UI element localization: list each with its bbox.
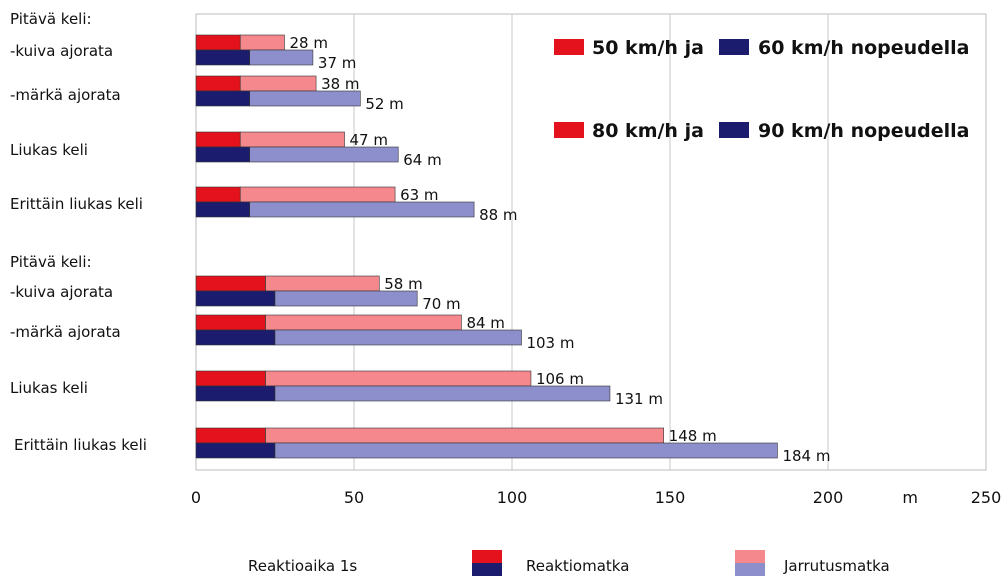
x-unit-label: m <box>902 488 918 507</box>
bar-value-label: 52 m <box>365 95 403 113</box>
bar-value-label: 103 m <box>526 334 574 352</box>
legend-swatch-speed-low <box>554 39 584 55</box>
bar-value-label: 64 m <box>403 151 441 169</box>
x-tick-label: 200 <box>813 488 844 507</box>
bar-value-label: 106 m <box>536 370 584 388</box>
legend-braking: Jarrutusmatka <box>783 557 890 575</box>
legend-reaction: Reaktiomatka <box>526 557 629 575</box>
legend-speed-high: 90 km/h nopeudella <box>758 120 970 142</box>
bar-reaction <box>195 201 251 218</box>
category-label: Liukas keli <box>10 141 88 159</box>
legend-swatch-speed-high <box>719 122 749 138</box>
category-label: -märkä ajorata <box>10 86 121 104</box>
bar-value-label: 37 m <box>318 54 356 72</box>
legend-speed-low: 80 km/h ja <box>592 120 704 142</box>
bar-braking <box>239 75 317 92</box>
bar-value-label: 88 m <box>479 206 517 224</box>
bar-braking <box>265 370 532 387</box>
category-label: Erittäin liukas keli <box>14 436 147 454</box>
bar-reaction <box>195 186 241 203</box>
bar-braking <box>239 186 396 203</box>
bar-reaction <box>195 385 276 402</box>
category-label: Pitävä keli: <box>10 10 92 28</box>
bar-value-label: 131 m <box>615 390 663 408</box>
legend-speed-high: 60 km/h nopeudella <box>758 37 970 59</box>
category-label: Erittäin liukas keli <box>10 195 143 213</box>
bar-braking <box>274 442 778 459</box>
bar-value-label: 58 m <box>384 275 422 293</box>
category-label: -märkä ajorata <box>10 323 121 341</box>
category-label: Liukas keli <box>10 379 88 397</box>
legend-reaction-time-note: Reaktioaika 1s <box>248 557 357 575</box>
legend-speed-low: 50 km/h ja <box>592 37 704 59</box>
bar-braking <box>249 49 314 66</box>
bar-value-label: 70 m <box>422 295 460 313</box>
bar-reaction <box>195 90 251 107</box>
x-tick-label: 50 <box>344 488 364 507</box>
x-tick-label: 0 <box>191 488 201 507</box>
bar-reaction <box>195 427 266 444</box>
labels-layer: 0 50 100 150 200 250 m 28 m 37 m Pitävä keli: -kui… <box>10 10 1001 507</box>
bar-value-label: 84 m <box>466 314 504 332</box>
bar-value-label: 63 m <box>400 186 438 204</box>
bar-reaction <box>195 290 276 307</box>
bar-reaction <box>195 146 251 163</box>
legend-swatch-braking-top <box>735 550 765 563</box>
plot-frame <box>195 13 987 471</box>
bar-braking <box>249 146 399 163</box>
x-tick-label: 250 <box>971 488 1002 507</box>
bar-braking <box>239 34 285 51</box>
bar-value-label: 184 m <box>782 447 830 465</box>
legend-swatch-reaction-top <box>472 550 502 563</box>
legend-layer: 50 km/h ja 60 km/h nopeudella 80 km/h ja 90… <box>248 37 970 576</box>
bar-braking <box>265 427 664 444</box>
legend-swatch-speed-low <box>554 122 584 138</box>
bar-braking <box>274 385 611 402</box>
bar-braking <box>265 275 380 292</box>
bar-braking <box>265 314 462 331</box>
bar-value-label: 38 m <box>321 75 359 93</box>
legend-swatch-speed-high <box>719 39 749 55</box>
x-tick-label: 100 <box>497 488 528 507</box>
bar-braking <box>274 290 418 307</box>
bar-reaction <box>195 34 241 51</box>
category-label: Pitävä keli: <box>10 253 92 271</box>
bar-reaction <box>195 329 276 346</box>
bar-value-label: 28 m <box>289 34 327 52</box>
bar-braking <box>239 131 345 148</box>
legend-swatch-reaction-bottom <box>472 563 502 576</box>
bar-braking <box>274 329 522 346</box>
bar-reaction <box>195 131 241 148</box>
x-tick-label: 150 <box>655 488 686 507</box>
bar-reaction <box>195 314 266 331</box>
bar-reaction <box>195 75 241 92</box>
category-label: -kuiva ajorata <box>10 42 113 60</box>
legend-swatch-braking-bottom <box>735 563 765 576</box>
bar-braking <box>249 90 361 107</box>
category-label: -kuiva ajorata <box>10 283 113 301</box>
bar-value-label: 148 m <box>669 427 717 445</box>
bar-reaction <box>195 442 276 459</box>
bar-value-label: 47 m <box>350 131 388 149</box>
bar-reaction <box>195 370 266 387</box>
bar-reaction <box>195 49 251 66</box>
bar-braking <box>249 201 475 218</box>
bar-reaction <box>195 275 266 292</box>
bars-layer <box>195 34 778 459</box>
